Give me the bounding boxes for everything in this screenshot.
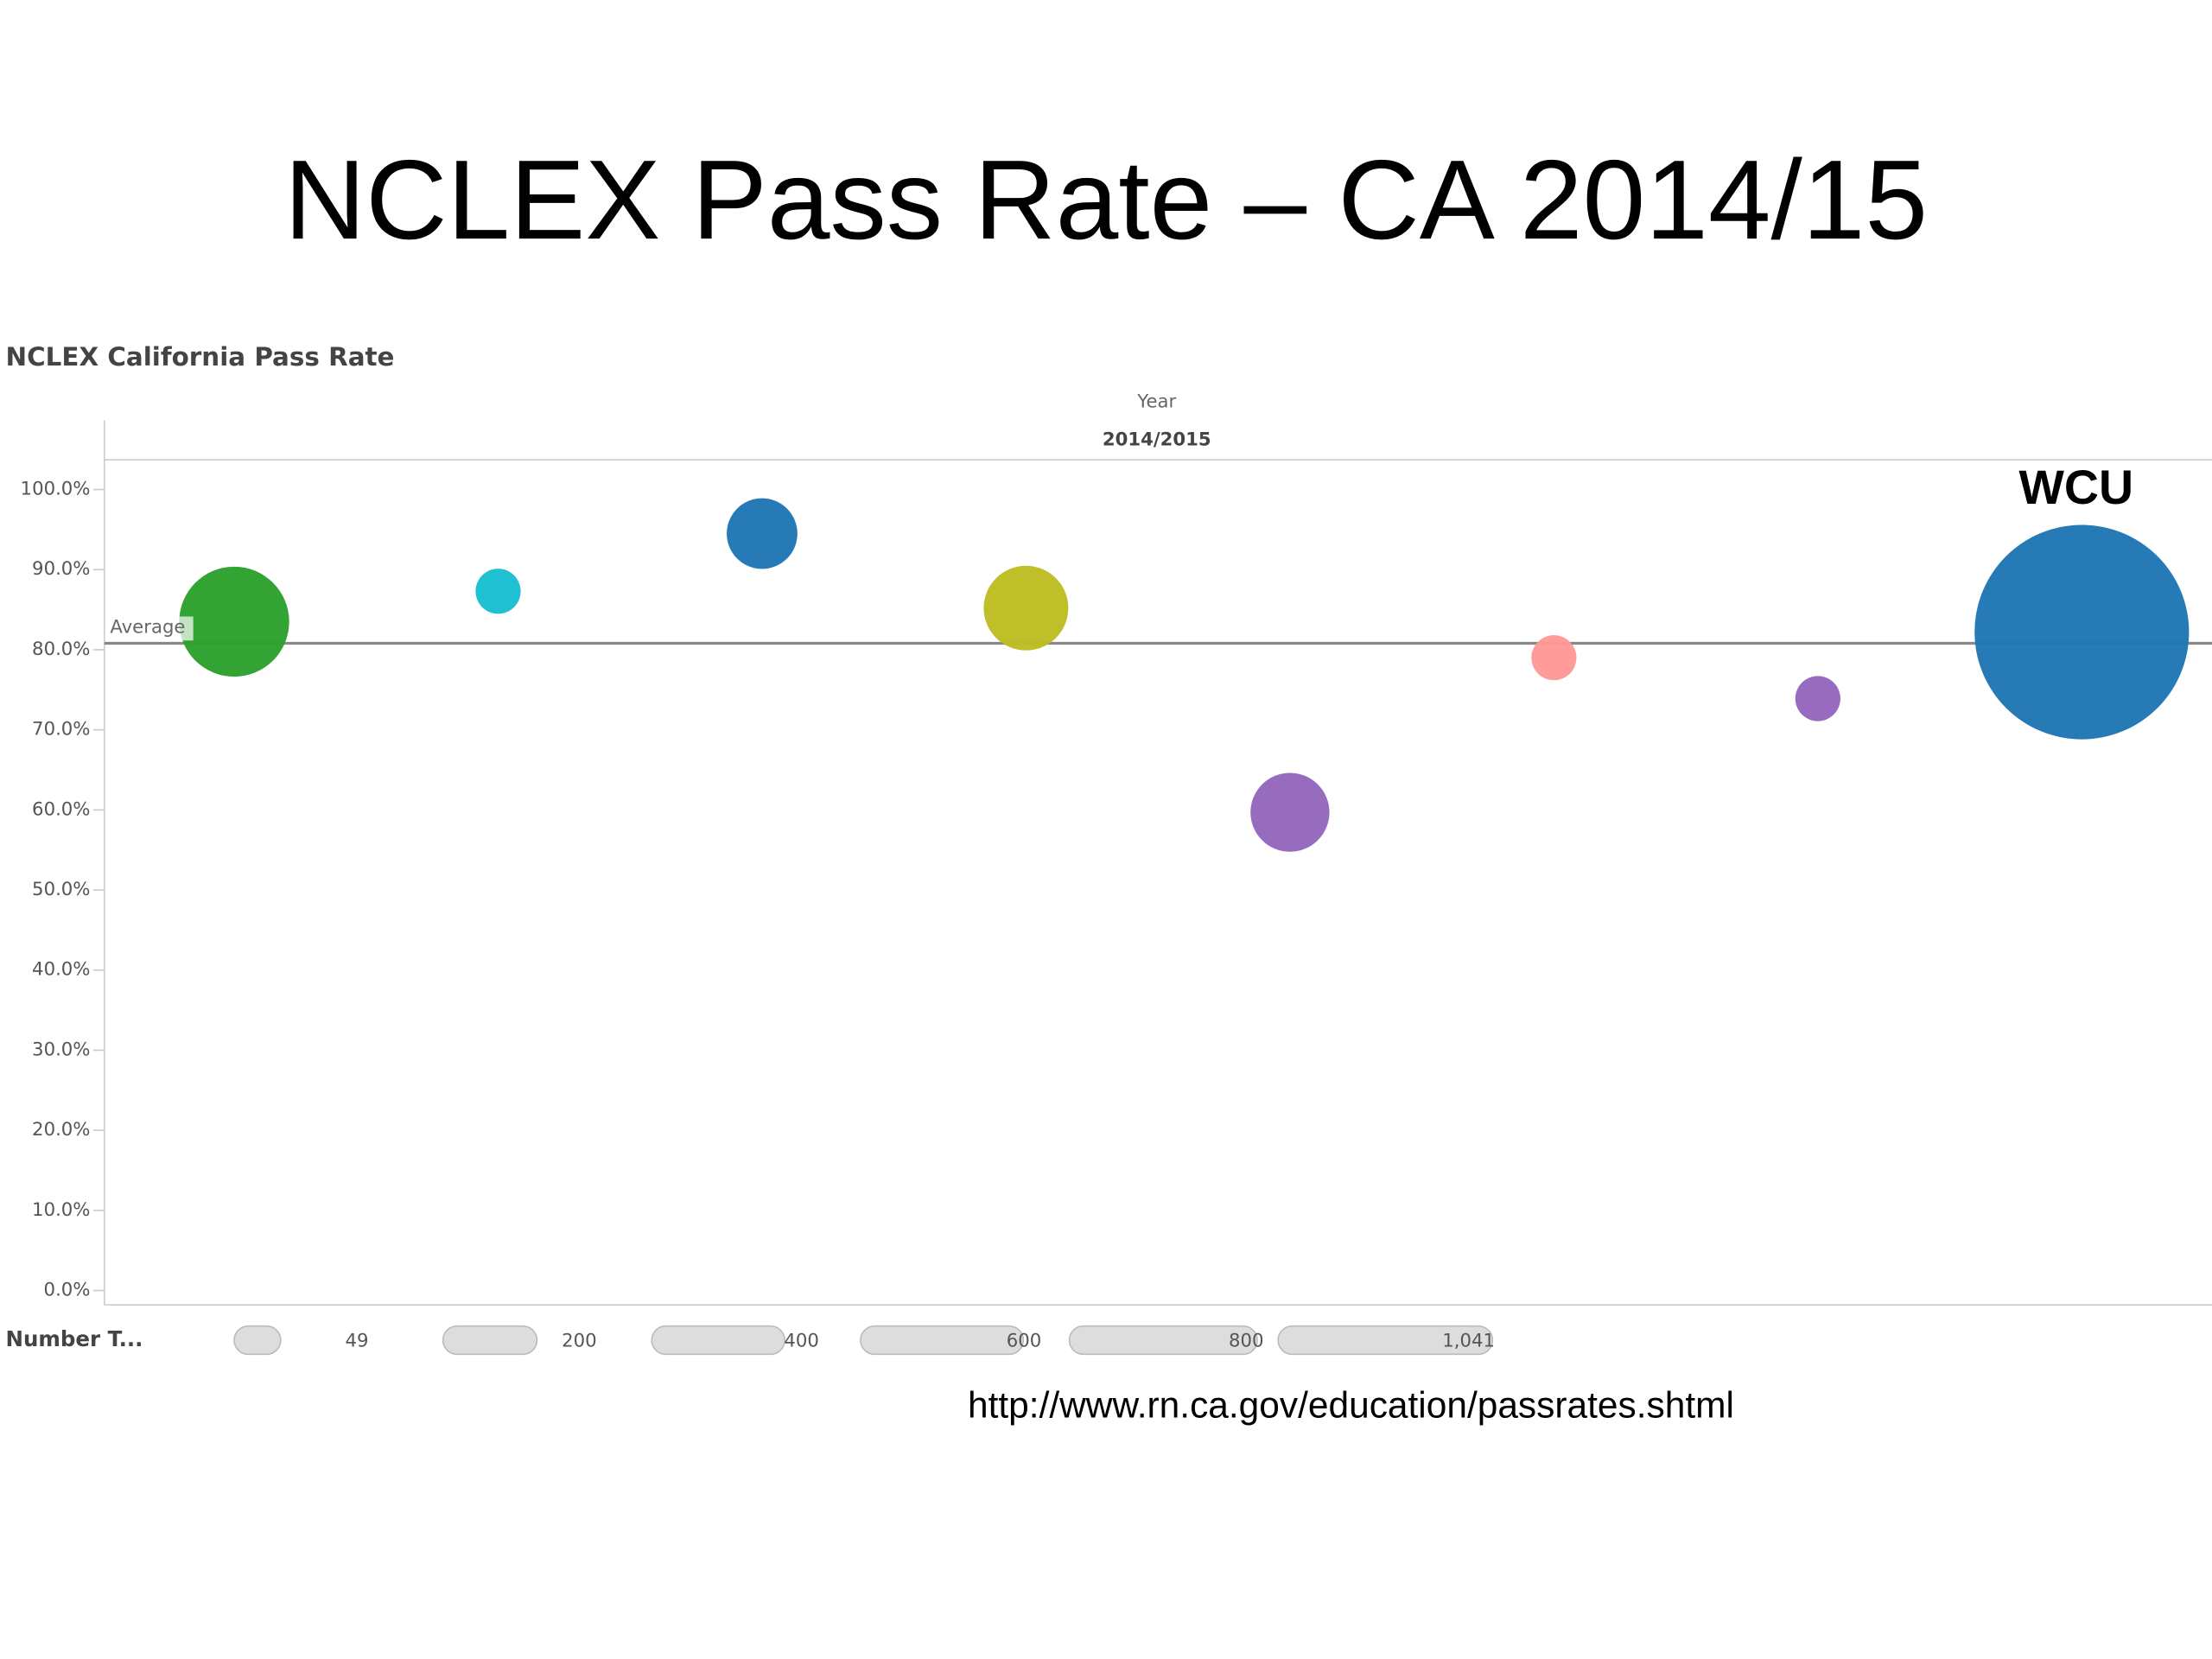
y-tick-label: 100.0%: [21, 479, 91, 500]
bubble: [727, 498, 798, 569]
bubble: [1974, 524, 2190, 740]
size-legend-swatch: [860, 1325, 1025, 1356]
chart-title: NCLEX California Pass Rate: [6, 342, 395, 372]
y-tick-label: 40.0%: [32, 959, 90, 981]
size-legend-swatch: [1277, 1325, 1494, 1356]
y-tick-label: 10.0%: [32, 1199, 90, 1221]
y-tick-label: 30.0%: [32, 1039, 90, 1060]
size-legend-label: 49: [346, 1331, 369, 1352]
reference-label-bg: [107, 616, 194, 641]
bubble: [1250, 772, 1330, 852]
column-value: 2014/2015: [1103, 429, 1211, 450]
bubble: [475, 569, 521, 614]
annotation: WCU: [2019, 461, 2134, 514]
y-tick-label: 90.0%: [32, 558, 90, 580]
size-legend-label: 200: [562, 1331, 597, 1352]
bubble: [1795, 676, 1840, 721]
y-tick-label: 70.0%: [32, 719, 90, 741]
reference-label: Average: [110, 617, 185, 639]
size-legend-label: 400: [784, 1331, 819, 1352]
y-tick-label: 60.0%: [32, 798, 90, 820]
size-legend-label: 800: [1229, 1331, 1264, 1352]
size-legend-swatch: [442, 1325, 538, 1356]
slide-title: NCLEX Pass Rate – CA 2014/15: [284, 137, 1928, 263]
bubble: [1531, 635, 1577, 681]
size-legend-swatch: [233, 1325, 282, 1356]
y-tick-label: 50.0%: [32, 879, 90, 900]
size-legend-title: Number T...: [6, 1326, 143, 1351]
bubble: [983, 565, 1069, 651]
bubble: [179, 566, 289, 677]
size-legend-label: 600: [1007, 1331, 1042, 1352]
column-header: Year: [1136, 391, 1176, 412]
size-legend-swatch: [651, 1325, 785, 1356]
y-tick-label: 20.0%: [32, 1119, 90, 1141]
size-legend-label: 1,041: [1442, 1331, 1495, 1352]
source-url: http://www.rn.ca.gov/education/passrates…: [968, 1385, 1734, 1426]
size-legend-swatch: [1068, 1325, 1258, 1356]
y-tick-label: 0.0%: [44, 1280, 91, 1301]
y-tick-label: 80.0%: [32, 639, 90, 660]
